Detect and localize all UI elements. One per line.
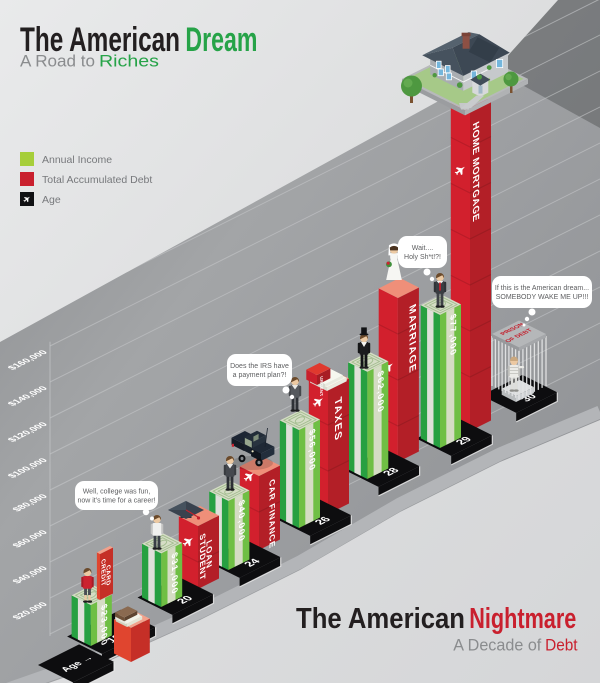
svg-text:now it’s time for a career!: now it’s time for a career!	[77, 498, 155, 505]
svg-text:Well, college was fun,: Well, college was fun,	[83, 488, 151, 495]
svg-text:$77,000: $77,000	[449, 312, 458, 358]
svg-text:Riches: Riches	[99, 53, 159, 71]
svg-text:URGENT: URGENT	[319, 375, 323, 397]
svg-text:Does the IRS have: Does the IRS have	[230, 363, 289, 370]
svg-text:$40,000: $40,000	[237, 498, 246, 544]
svg-text:MARRIAGE: MARRIAGE	[407, 303, 417, 376]
svg-text:Nightmare: Nightmare	[469, 603, 576, 635]
svg-text:28: 28	[381, 467, 403, 478]
svg-text:Annual Income: Annual Income	[42, 154, 112, 166]
svg-text:CARD: CARD	[105, 564, 111, 588]
svg-text:a payment plan?!: a payment plan?!	[233, 372, 287, 379]
svg-text:CAR FINANCE: CAR FINANCE	[268, 477, 277, 550]
svg-text:If this is the American dream.: If this is the American dream...	[495, 285, 589, 292]
svg-text:STUDENT: STUDENT	[198, 532, 207, 583]
svg-text:$31,000: $31,000	[170, 551, 179, 597]
svg-text:Age: Age	[42, 194, 61, 206]
svg-text:HOME MORTGAGE: HOME MORTGAGE	[470, 120, 480, 224]
svg-text:TAXES: TAXES	[332, 395, 343, 443]
svg-text:Dream: Dream	[185, 21, 257, 59]
svg-text:Debt: Debt	[545, 636, 578, 655]
svg-text:$23,000: $23,000	[100, 602, 109, 648]
svg-text:24: 24	[242, 557, 264, 568]
svg-text:20: 20	[174, 595, 196, 606]
svg-text:CREDIT: CREDIT	[100, 558, 106, 588]
svg-text:The American: The American	[20, 21, 180, 59]
svg-text:A Road to: A Road to	[20, 53, 95, 71]
svg-text:The American: The American	[296, 603, 465, 635]
svg-text:$56,000: $56,000	[308, 427, 317, 473]
svg-text:30: 30	[518, 393, 540, 404]
svg-text:Total Accumulated Debt: Total Accumulated Debt	[42, 174, 152, 186]
svg-text:A Decade of: A Decade of	[453, 636, 541, 655]
svg-text:SOMEBODY WAKE ME UP!!!: SOMEBODY WAKE ME UP!!!	[496, 294, 589, 301]
svg-text:$62,000: $62,000	[376, 369, 385, 415]
svg-text:26: 26	[312, 516, 334, 527]
svg-text:Wait....: Wait....	[412, 245, 434, 252]
svg-text:LOAN: LOAN	[205, 538, 214, 570]
svg-text:Holy Sh*t!?!: Holy Sh*t!?!	[404, 254, 441, 261]
svg-text:29: 29	[453, 436, 475, 447]
